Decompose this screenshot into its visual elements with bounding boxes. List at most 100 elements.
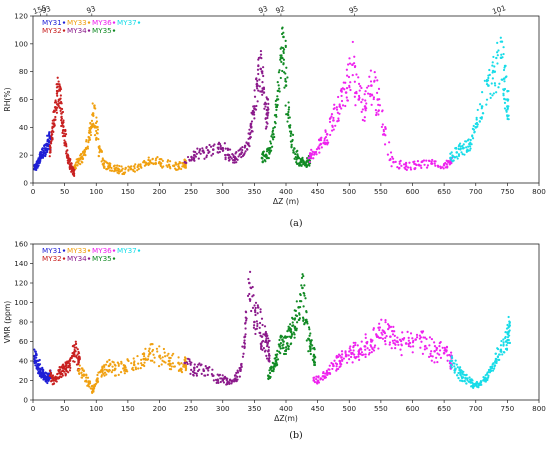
scatter-point [93, 385, 96, 388]
scatter-point [450, 351, 453, 354]
scatter-point [70, 169, 74, 172]
scatter-point [320, 136, 323, 139]
scatter-point [257, 64, 260, 67]
scatter-point [265, 125, 268, 128]
scatter-point [388, 326, 391, 329]
scatter-point [166, 160, 169, 163]
scatter-point [451, 155, 455, 158]
scatter-point [86, 376, 90, 379]
scatter-point [455, 147, 458, 150]
scatter-point [288, 116, 291, 119]
scatter-point [261, 348, 264, 351]
scatter-point [59, 368, 62, 371]
scatter-point [326, 141, 329, 145]
scatter-point [64, 373, 67, 376]
scatter-point [438, 345, 441, 348]
scatter-point [369, 80, 373, 83]
scatter-point [267, 156, 270, 160]
scatter-point [65, 366, 68, 369]
scatter-point [402, 163, 406, 166]
scatter-point [59, 372, 63, 375]
scatter-point [315, 375, 318, 378]
scatter-point [236, 371, 240, 374]
scatter-point [469, 141, 472, 144]
scatter-point [69, 356, 72, 360]
scatter-point [51, 137, 54, 140]
x-tick-label: 700 [469, 404, 483, 413]
series-MY35 [260, 26, 312, 169]
scatter-point [163, 351, 166, 354]
scatter-point [39, 159, 42, 163]
scatter-point [275, 359, 278, 362]
scatter-point [434, 164, 437, 167]
scatter-point [260, 342, 263, 345]
scatter-point [72, 353, 76, 356]
scatter-point [243, 342, 247, 345]
scatter-point [289, 140, 293, 143]
series-MY36 [307, 40, 454, 171]
scatter-point [254, 313, 257, 317]
scatter-point [485, 103, 488, 106]
scatter-point [161, 159, 164, 162]
scatter-point [238, 148, 242, 151]
scatter-point [76, 353, 79, 356]
scatter-point [158, 158, 161, 161]
scatter-point [58, 89, 62, 92]
scatter-point [70, 162, 73, 165]
scatter-point [256, 304, 259, 307]
scatter-point [310, 157, 313, 160]
scatter-point [290, 332, 293, 336]
scatter-point [66, 149, 69, 152]
scatter-point [491, 369, 495, 372]
scatter-point [430, 337, 434, 341]
scatter-point [283, 352, 286, 356]
x-tick-label: 400 [279, 187, 293, 196]
scatter-point [76, 348, 79, 351]
scatter-point [78, 372, 81, 375]
scatter-point [83, 150, 86, 153]
scatter-point [127, 359, 130, 363]
scatter-point [234, 379, 237, 382]
scatter-point [445, 163, 448, 166]
scatter-point [253, 304, 256, 307]
data-point [455, 151, 459, 154]
scatter-point [247, 142, 250, 145]
scatter-point [241, 154, 245, 158]
scatter-point [233, 157, 237, 160]
scatter-point [56, 90, 59, 93]
scatter-point [399, 348, 402, 351]
scatter-point [504, 64, 507, 67]
scatter-point [51, 126, 54, 130]
scatter-point [60, 115, 63, 118]
scatter-point [310, 339, 313, 342]
scatter-point [235, 161, 238, 164]
scatter-point [506, 106, 509, 110]
scatter-point [353, 80, 356, 83]
scatter-point [178, 369, 181, 372]
scatter-point [353, 95, 356, 98]
scatter-point [405, 162, 408, 165]
scatter-point [288, 326, 291, 329]
y-tick-label: 80 [19, 67, 29, 76]
x-tick-label: 200 [153, 187, 167, 196]
scatter-point [338, 354, 342, 357]
data-point [221, 146, 225, 150]
scatter-point [264, 127, 268, 130]
scatter-point [268, 369, 271, 372]
scatter-point [287, 110, 290, 114]
scatter-point [480, 383, 483, 386]
scatter-point [341, 353, 344, 356]
scatter-point [111, 365, 114, 368]
scatter-point [357, 82, 361, 85]
scatter-point [258, 85, 261, 88]
data-point [289, 330, 293, 334]
scatter-point [290, 146, 293, 149]
scatter-point [446, 359, 449, 362]
scatter-point [486, 378, 489, 381]
scatter-point [77, 162, 80, 165]
scatter-point [96, 380, 99, 383]
scatter-point [425, 337, 428, 341]
scatter-point [261, 70, 264, 74]
scatter-point [321, 375, 324, 378]
y-axis-label: RH(%) [3, 87, 12, 111]
